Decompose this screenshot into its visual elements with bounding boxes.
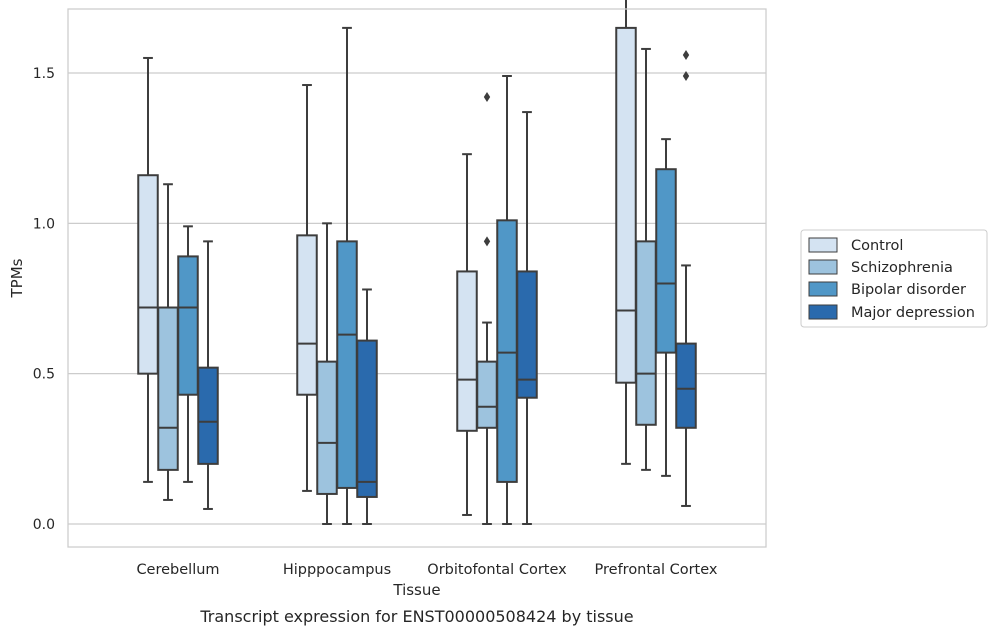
y-tick-label: 1.5	[33, 66, 55, 82]
legend-swatch	[808, 304, 838, 320]
chart-caption: Transcript expression for ENST0000050842…	[199, 607, 633, 626]
legend-frame	[800, 229, 988, 328]
x-axis-ticks: Cerebellum Hipppocampus Orbitofontal Corte…	[136, 562, 717, 578]
legend-swatch	[808, 259, 838, 275]
box	[655, 168, 677, 354]
x-tick-label: Hipppocampus	[283, 562, 391, 578]
y-tick-label: 0.5	[33, 367, 55, 383]
outlier-point	[483, 92, 491, 103]
box	[157, 306, 179, 471]
x-tick-label: Cerebellum	[136, 562, 219, 578]
x-tick-label: Orbitofontal Cortex	[427, 562, 567, 578]
legend-swatch	[808, 281, 838, 297]
box	[316, 360, 338, 495]
box	[496, 219, 518, 483]
legend-swatch	[808, 237, 838, 253]
legend-label: Schizophrenia	[851, 260, 953, 276]
box	[635, 240, 657, 426]
box	[615, 26, 637, 384]
box	[137, 174, 159, 375]
legend: Control Schizophrenia Bipolar disorder Majo…	[800, 229, 988, 328]
x-axis-label: Tissue	[392, 581, 440, 599]
box	[177, 255, 199, 396]
outlier-point	[682, 49, 690, 60]
legend-label: Control	[851, 238, 903, 254]
box	[356, 339, 378, 498]
legend-label: Major depression	[851, 305, 975, 321]
outlier-point	[682, 71, 690, 82]
y-axis-label: TPMs	[8, 258, 26, 298]
outlier-point	[483, 236, 491, 247]
box	[296, 234, 318, 396]
y-tick-label: 0.0	[33, 517, 55, 533]
box	[476, 360, 498, 429]
box-series-group	[137, 0, 697, 525]
box	[197, 366, 219, 465]
box	[456, 270, 478, 432]
y-tick-label: 1.0	[33, 216, 55, 232]
box	[516, 270, 538, 399]
box	[675, 342, 697, 429]
box	[336, 240, 358, 489]
x-tick-label: Prefrontal Cortex	[595, 562, 718, 578]
plot-frame	[67, 8, 767, 548]
y-axis-ticks: 0.00.51.01.52.02.53.0	[33, 66, 55, 533]
legend-label: Bipolar disorder	[851, 282, 966, 298]
